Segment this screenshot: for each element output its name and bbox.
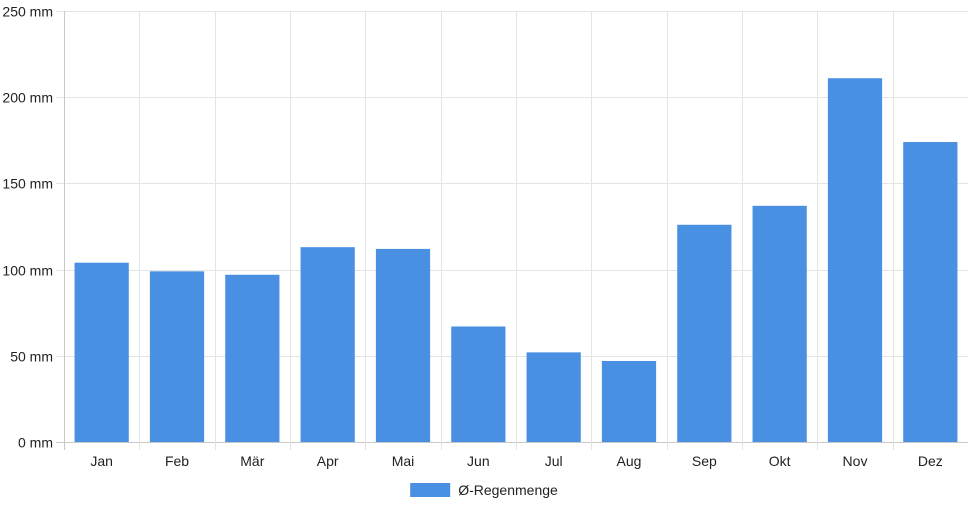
bar-apr[interactable] (300, 247, 355, 442)
y-tick-label: 50 mm (10, 349, 53, 365)
y-tick-label: 250 mm (2, 4, 53, 20)
bar-nov[interactable] (827, 78, 883, 443)
x-tick-labels: Jan Feb Mär Apr Mai Jun Jul Aug Sep Okt Nov Dez (90, 453, 942, 469)
x-tick-label: Jan (90, 453, 113, 469)
bar-mai[interactable] (375, 248, 431, 442)
x-tick-label: Jun (467, 453, 490, 469)
x-tick-label: Okt (769, 453, 791, 469)
x-tick-label: Apr (317, 453, 339, 469)
x-tick-label: Dez (918, 453, 943, 469)
legend-label: Ø-Regenmenge (458, 482, 558, 498)
x-tick-label: Aug (617, 453, 642, 469)
bar-sep[interactable] (677, 224, 732, 442)
y-tick-label: 200 mm (2, 90, 53, 106)
y-tick-label: 150 mm (2, 176, 53, 192)
y-tick-labels: 0 mm 50 mm 100 mm 150 mm 200 mm 250 mm (2, 4, 53, 451)
bar-jan[interactable] (74, 262, 129, 442)
bar-okt[interactable] (752, 205, 807, 442)
grid (56, 11, 968, 450)
y-tick-label: 100 mm (2, 263, 53, 279)
bar-jul[interactable] (526, 352, 581, 442)
bar-aug[interactable] (601, 360, 657, 442)
legend[interactable]: Ø-Regenmenge (410, 482, 558, 498)
x-tick-label: Sep (692, 453, 717, 469)
bars (74, 78, 958, 443)
bar-mär[interactable] (225, 274, 280, 442)
bar-dez[interactable] (903, 142, 958, 443)
x-tick-label: Nov (843, 453, 868, 469)
legend-swatch (410, 483, 451, 497)
bar-jun[interactable] (451, 326, 506, 442)
y-tick-label: 0 mm (18, 435, 53, 451)
bar-feb[interactable] (149, 271, 205, 442)
x-tick-label: Jul (545, 453, 563, 469)
x-tick-label: Feb (165, 453, 189, 469)
x-tick-label: Mai (392, 453, 415, 469)
x-tick-label: Mär (240, 453, 264, 469)
